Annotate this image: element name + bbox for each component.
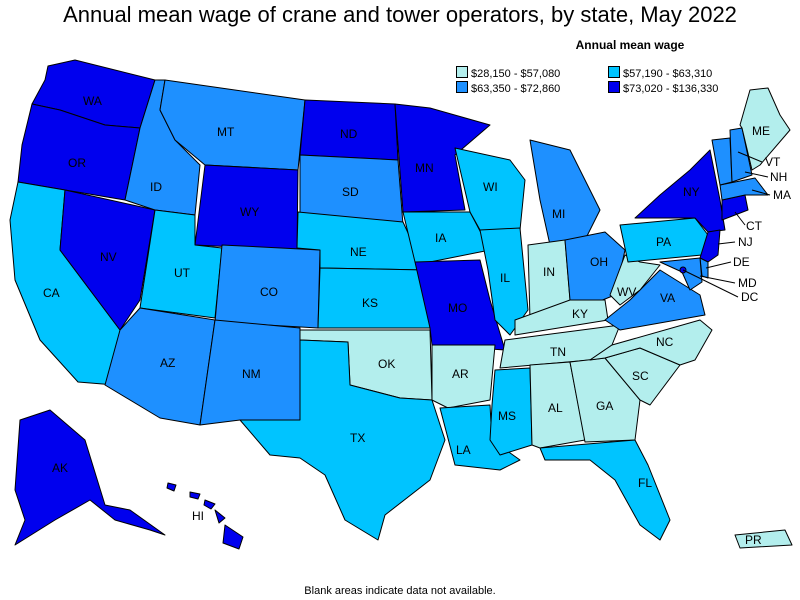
legend-item: $28,150 - $57,080	[456, 66, 560, 80]
label-ID: ID	[150, 180, 162, 194]
state-HI[interactable]	[166, 482, 244, 550]
label-KS: KS	[362, 296, 378, 310]
legend-label-1: $57,190 - $63,310	[623, 68, 713, 80]
state-MD[interactable]	[659, 257, 703, 291]
state-labels: WA OR CA NV ID MT WY UT CO AZ NM ND SD N…	[43, 94, 791, 547]
label-TN: TN	[550, 345, 566, 359]
legend-swatch-2	[456, 81, 468, 93]
label-MS: MS	[498, 409, 516, 423]
label-ND: ND	[340, 127, 358, 141]
label-VA: VA	[660, 291, 675, 305]
label-NV: NV	[100, 250, 117, 264]
label-CT: CT	[746, 219, 763, 233]
label-MI: MI	[552, 207, 565, 221]
legend-item: $57,190 - $63,310	[608, 66, 712, 80]
label-AK: AK	[52, 461, 68, 475]
state-NV[interactable]	[59, 189, 156, 331]
label-OK: OK	[378, 357, 395, 371]
label-IA: IA	[435, 231, 446, 245]
legend-swatch-3	[608, 81, 620, 93]
label-IN: IN	[543, 265, 555, 279]
label-CO: CO	[260, 285, 278, 299]
label-TX: TX	[350, 431, 365, 445]
label-SD: SD	[342, 185, 359, 199]
state-IL[interactable]	[479, 227, 529, 336]
state-AK[interactable]	[14, 409, 166, 546]
label-MO: MO	[448, 301, 467, 315]
legend-label-0: $28,150 - $57,080	[471, 68, 561, 80]
label-FL: FL	[638, 476, 652, 490]
legend-item: $73,020 - $136,330	[608, 81, 718, 95]
state-AR[interactable]	[431, 344, 496, 409]
legend-label-3: $73,020 - $136,330	[623, 83, 719, 95]
label-AR: AR	[452, 367, 469, 381]
state-MI[interactable]	[529, 139, 601, 246]
state-TX[interactable]	[239, 339, 446, 541]
state-KY[interactable]	[514, 299, 609, 336]
label-LA: LA	[456, 443, 471, 457]
label-GA: GA	[596, 399, 613, 413]
state-NY[interactable]	[634, 149, 726, 233]
state-MA[interactable]	[719, 177, 769, 201]
label-MA: MA	[773, 188, 791, 202]
label-UT: UT	[174, 266, 191, 280]
label-CA: CA	[43, 286, 60, 300]
state-VA[interactable]	[604, 269, 706, 331]
state-IA[interactable]	[402, 211, 491, 263]
label-NM: NM	[242, 367, 261, 381]
label-OR: OR	[68, 156, 86, 170]
label-DE: DE	[733, 255, 750, 269]
map-title: Annual mean wage of crane and tower oper…	[63, 2, 737, 27]
state-PR[interactable]	[734, 529, 793, 549]
label-WI: WI	[483, 180, 498, 194]
state-NH[interactable]	[729, 127, 753, 183]
label-MN: MN	[415, 161, 434, 175]
label-NJ: NJ	[738, 235, 753, 249]
state-WV[interactable]	[609, 254, 661, 306]
label-MD: MD	[738, 276, 757, 290]
state-NJ[interactable]	[699, 229, 721, 263]
label-PA: PA	[656, 235, 671, 249]
legend: Annual mean wage $28,150 - $57,080 $57,1…	[450, 38, 790, 95]
label-NE: NE	[350, 245, 367, 259]
label-AL: AL	[548, 401, 563, 415]
legend-title: Annual mean wage	[575, 38, 685, 52]
label-VT: VT	[765, 155, 781, 169]
footnote: Blank areas indicate data not available.	[304, 585, 496, 597]
legend-item: $63,350 - $72,860	[456, 81, 560, 95]
label-OH: OH	[590, 255, 608, 269]
legend-swatch-1	[608, 66, 620, 78]
label-NH: NH	[770, 170, 787, 184]
label-AZ: AZ	[160, 356, 175, 370]
label-HI: HI	[192, 509, 204, 523]
label-WA: WA	[83, 94, 102, 108]
label-IL: IL	[500, 271, 510, 285]
state-NC[interactable]	[589, 319, 713, 366]
label-NC: NC	[656, 335, 674, 349]
label-SC: SC	[632, 369, 649, 383]
label-KY: KY	[572, 307, 588, 321]
label-WV: WV	[617, 285, 636, 299]
legend-swatch-0	[456, 66, 468, 78]
state-ME[interactable]	[739, 87, 791, 171]
label-DC: DC	[741, 290, 759, 304]
label-WY: WY	[240, 205, 259, 219]
label-ME: ME	[752, 124, 770, 138]
label-PR: PR	[745, 533, 762, 547]
label-MT: MT	[217, 125, 235, 139]
state-FL[interactable]	[539, 439, 671, 541]
legend-label-2: $63,350 - $72,860	[471, 83, 561, 95]
label-leader-lines	[682, 151, 771, 298]
state-AL[interactable]	[529, 361, 586, 449]
label-NY: NY	[683, 185, 700, 199]
